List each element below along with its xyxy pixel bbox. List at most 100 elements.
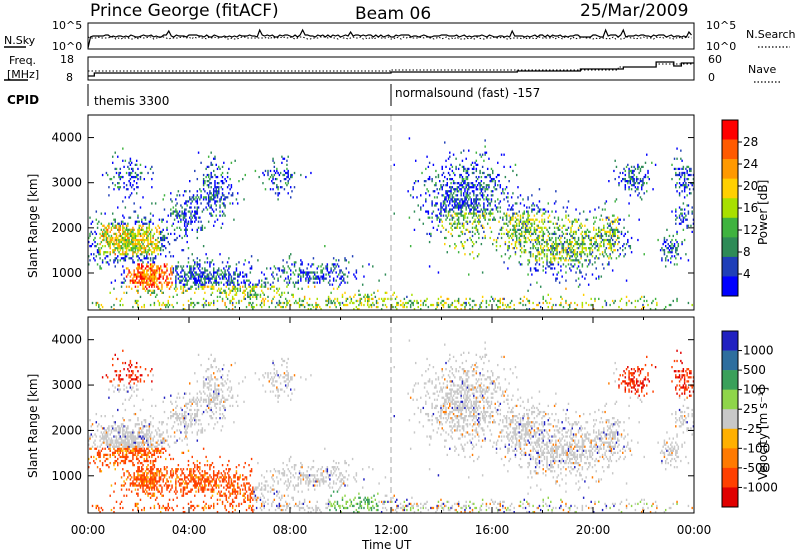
power-cell <box>115 240 118 244</box>
power-cell <box>231 281 234 284</box>
power-cell <box>168 242 171 246</box>
power-cell <box>192 265 195 268</box>
power-cell <box>428 161 431 164</box>
power-cell <box>276 186 278 189</box>
power-cell <box>575 242 577 246</box>
power-cell <box>196 236 199 240</box>
power-cell <box>220 196 223 199</box>
power-cell <box>307 277 310 280</box>
power-cell <box>141 251 143 254</box>
power-cell <box>336 297 339 301</box>
power-cell <box>124 247 127 250</box>
power-cell <box>392 305 394 309</box>
power-cell <box>628 173 630 177</box>
power-cell <box>157 277 159 280</box>
power-cell <box>154 245 157 248</box>
power-cell <box>512 247 514 250</box>
power-cell <box>243 297 245 301</box>
power-cell <box>340 281 342 284</box>
power-cell <box>225 180 228 183</box>
power-cell <box>315 277 317 280</box>
power-cell <box>512 224 514 227</box>
velocity-cell <box>108 388 110 391</box>
power-cell <box>132 175 134 179</box>
power-cell <box>95 218 98 221</box>
power-cell <box>484 190 486 193</box>
power-cell <box>278 299 281 303</box>
power-cell <box>613 249 615 252</box>
power-cell <box>144 257 147 260</box>
power-cell <box>561 255 563 258</box>
power-cell <box>489 226 491 229</box>
power-cell <box>344 273 346 276</box>
power-cell <box>610 226 613 229</box>
power-cell <box>124 251 127 254</box>
power-cell <box>114 218 116 221</box>
power-cell <box>348 261 350 264</box>
power-cell <box>204 301 206 305</box>
power-cell <box>233 271 235 274</box>
power-cell <box>449 190 451 193</box>
velocity-cell <box>124 459 127 463</box>
power-cell <box>524 230 527 234</box>
power-cell <box>444 210 446 213</box>
power-cell <box>158 230 161 234</box>
power-cell <box>230 275 233 278</box>
velocity-cell <box>103 441 105 444</box>
power-cell <box>569 242 571 246</box>
power-cell <box>185 289 187 292</box>
power-cell <box>604 208 606 211</box>
station-title: Prince George (fitACF) <box>90 1 279 21</box>
power-cell <box>151 283 153 286</box>
power-cell <box>481 171 484 175</box>
power-cell <box>195 277 197 280</box>
power-cell <box>579 271 581 274</box>
power-cell <box>192 281 195 284</box>
power-cell <box>113 287 115 290</box>
velocity-cell <box>109 447 111 450</box>
power-cell <box>191 273 193 276</box>
power-cell <box>219 291 221 294</box>
power-cell <box>212 196 215 199</box>
power-cell <box>152 240 154 244</box>
power-cell <box>492 190 494 193</box>
power-cell <box>523 204 526 207</box>
power-cell <box>457 208 460 211</box>
power-cell <box>492 194 494 197</box>
power-cell <box>475 180 478 183</box>
power-cell <box>125 251 128 254</box>
power-cell <box>118 230 120 234</box>
power-cell <box>129 249 132 252</box>
power-cell <box>205 196 207 199</box>
power-cell <box>473 190 475 193</box>
power-cell <box>589 251 591 254</box>
power-cell <box>605 301 608 305</box>
power-cell <box>542 301 544 305</box>
power-cell <box>473 167 475 171</box>
power-cell <box>139 234 142 238</box>
power-cell <box>577 247 580 250</box>
power-cell <box>523 230 526 234</box>
power-cell <box>608 180 610 183</box>
power-cell <box>643 175 645 179</box>
power-cell <box>440 184 442 187</box>
power-cell <box>114 220 116 223</box>
power-cell <box>460 230 462 234</box>
power-cell <box>608 230 610 234</box>
power-cell <box>678 192 681 195</box>
power-cell <box>611 220 614 223</box>
power-cell <box>465 297 467 301</box>
power-cell <box>618 240 620 244</box>
power-cell <box>153 285 156 288</box>
power-cell <box>670 251 672 254</box>
power-cell <box>536 281 538 284</box>
power-cell <box>615 218 618 221</box>
power-cell <box>680 257 682 260</box>
power-cell <box>479 184 481 187</box>
power-cell <box>418 218 421 221</box>
power-cell <box>500 236 503 240</box>
power-cell <box>231 279 234 282</box>
power-cell <box>127 230 129 234</box>
power-cell <box>521 263 523 266</box>
power-cell <box>340 307 342 311</box>
